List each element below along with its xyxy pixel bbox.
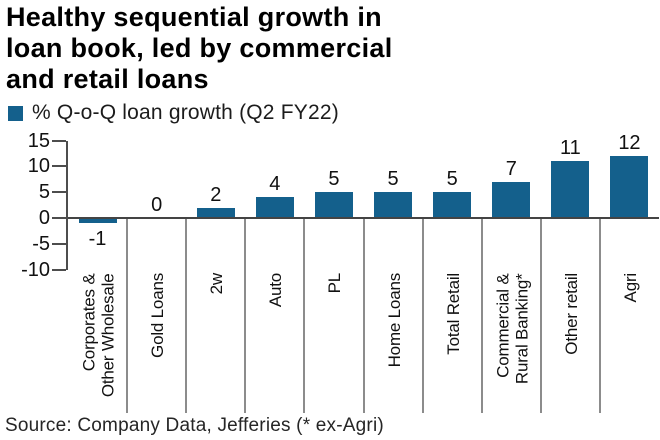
category-separator	[421, 219, 424, 413]
bar-value-label: 7	[505, 157, 517, 180]
source-note: Source: Company Data, Jefferies (* ex-Ag…	[5, 415, 384, 436]
category-separator	[362, 219, 365, 413]
x-axis-label-line: Corporates &	[79, 273, 99, 371]
x-axis-label: Auto	[266, 271, 285, 416]
y-tick-mark	[52, 191, 66, 194]
x-axis-label-line: Auto	[266, 273, 286, 308]
y-tick-mark	[52, 242, 66, 245]
x-axis-label: Total Retail	[444, 271, 463, 416]
y-tick-label: 10	[27, 155, 50, 178]
x-axis-label: Corporates & Other Wholesale	[80, 271, 118, 416]
legend-swatch	[8, 105, 23, 121]
legend-label: % Q-o-Q loan growth (Q2 FY22)	[32, 101, 339, 124]
bar-value-label: 5	[446, 168, 458, 191]
y-tick-label: -5	[32, 232, 50, 255]
x-axis-label-line: 2w	[207, 273, 227, 295]
x-axis-label-line: Other retail	[561, 273, 581, 355]
x-axis-label-line: PL	[325, 273, 345, 294]
bar	[610, 156, 649, 218]
x-axis-label-line: Gold Loans	[148, 273, 168, 358]
category-separator	[539, 219, 542, 413]
bar-value-label: 11	[559, 137, 581, 160]
y-tick-label: -10	[21, 258, 50, 281]
bar-value-label: 12	[618, 132, 641, 155]
bar-value-label: 4	[269, 173, 281, 196]
bar	[255, 197, 294, 218]
y-tick-label: 5	[38, 181, 50, 204]
chart-title-line-3: and retail loans	[6, 64, 209, 94]
y-tick-label: 0	[38, 207, 50, 229]
bar-value-label: 5	[328, 168, 340, 191]
bar	[374, 192, 413, 218]
bar-value-label: 5	[387, 168, 399, 191]
category-separator	[126, 219, 129, 413]
category-separator	[480, 219, 483, 413]
x-axis-label: Other retail	[562, 271, 581, 416]
category-separator	[185, 219, 188, 413]
x-axis-label-line: Home Loans	[384, 273, 404, 368]
bar	[551, 161, 590, 218]
bar	[492, 181, 531, 218]
x-axis-label-line: Commercial &	[493, 273, 513, 378]
category-separator	[244, 219, 247, 413]
y-tick-mark	[52, 217, 66, 219]
bar-value-label: 0	[151, 194, 163, 216]
bar	[433, 192, 472, 218]
legend: % Q-o-Q loan growth (Q2 FY22)	[8, 101, 339, 125]
x-axis-label-line: Rural Banking*	[512, 273, 532, 384]
x-axis-baseline	[68, 217, 659, 219]
x-axis-label-line: Agri	[620, 273, 640, 303]
x-axis-label: Agri	[621, 271, 640, 416]
x-axis-label: PL	[325, 271, 344, 416]
category-separator	[598, 219, 601, 413]
y-axis-line	[66, 141, 68, 270]
x-axis-label: Commercial & Rural Banking*	[493, 271, 531, 416]
category-separator	[303, 219, 306, 413]
y-tick-mark	[52, 268, 66, 271]
bar	[196, 207, 235, 218]
x-axis-label: 2w	[207, 271, 226, 416]
y-tick-label: 15	[27, 129, 50, 152]
x-axis-label: Home Loans	[385, 271, 404, 416]
x-axis-label: Gold Loans	[148, 271, 167, 416]
bar-value-label: -1	[88, 228, 107, 251]
chart-title-line-2: loan book, led by commercial	[6, 33, 393, 63]
bar	[78, 218, 117, 224]
x-axis-label-line: Other Wholesale	[98, 273, 118, 397]
chart-title-line-1: Healthy sequential growth in	[6, 2, 382, 32]
bar-value-label: 2	[210, 183, 222, 206]
bar	[314, 192, 353, 218]
x-axis-label-line: Total Retail	[443, 273, 463, 355]
y-tick-mark	[52, 165, 66, 168]
y-tick-mark	[52, 139, 66, 142]
chart-title: Healthy sequential growth in loan book, …	[6, 2, 393, 95]
